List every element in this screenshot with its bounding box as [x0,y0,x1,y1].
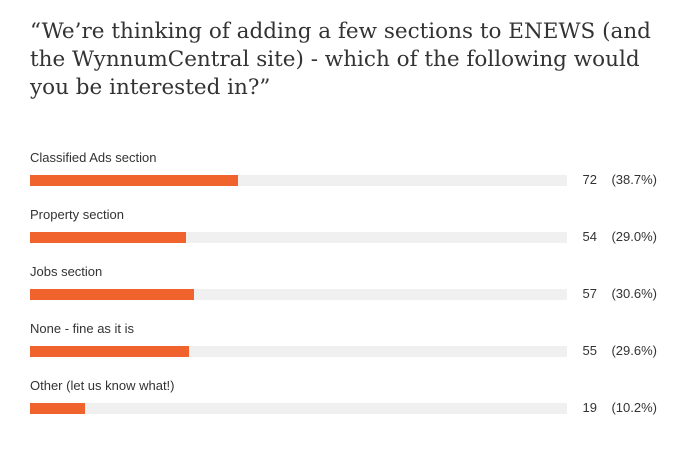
bar-category-label: Other (let us know what!) [30,378,175,393]
bar-percent-label: (29.6%) [611,343,657,358]
bar-count-label: 57 [582,286,597,301]
bar [30,232,186,243]
bar [30,289,195,300]
bar-track [30,346,567,357]
bar-row: None - fine as it is 55 (29.6%) [30,321,665,361]
bar-row: Classified Ads section 72 (38.7%) [30,150,665,190]
bar-count-label: 19 [582,400,597,415]
bar-track [30,289,567,300]
bar-row: Jobs section 57 (30.6%) [30,264,665,304]
bar-category-label: Jobs section [30,264,103,279]
bar-track [30,175,567,186]
bar-category-label: None - fine as it is [30,321,135,336]
bar-count-label: 72 [582,172,597,187]
bar-row: Other (let us know what!) 19 (10.2%) [30,378,665,418]
bar [30,403,85,414]
bar-category-label: Classified Ads section [30,150,157,165]
bar-row: Property section 54 (29.0%) [30,207,665,247]
bar [30,175,238,186]
bar-count-label: 54 [582,229,597,244]
bar [30,346,189,357]
bar-track [30,403,567,414]
bar-category-label: Property section [30,207,124,222]
bar-percent-label: (30.6%) [611,286,657,301]
bar-percent-label: (38.7%) [611,172,657,187]
question-title: “We’re thinking of adding a few sections… [30,19,651,100]
bar-count-label: 55 [582,343,597,358]
bar-percent-label: (10.2%) [611,400,657,415]
bar-track [30,232,567,243]
bar-percent-label: (29.0%) [611,229,657,244]
